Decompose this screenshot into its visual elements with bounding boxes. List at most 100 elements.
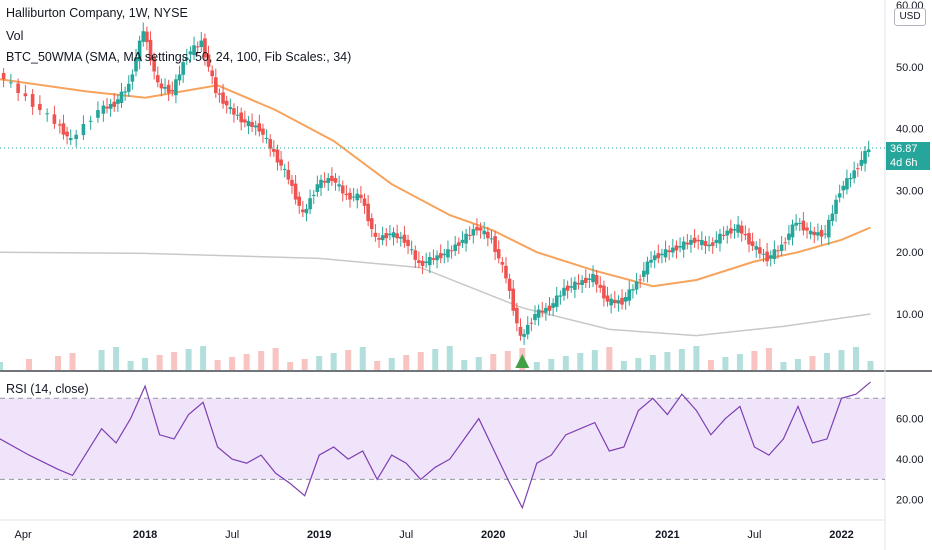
volume-bar xyxy=(316,356,323,370)
candle-body xyxy=(279,159,283,166)
candle-body xyxy=(261,128,265,135)
currency-badge[interactable]: USD xyxy=(894,8,926,26)
candle-body xyxy=(845,178,849,190)
candle-body xyxy=(805,227,809,231)
candle-body xyxy=(507,278,512,291)
volume-bar xyxy=(432,349,439,370)
candle-body xyxy=(1,72,6,80)
candle-body xyxy=(522,334,526,337)
volume-bar xyxy=(26,359,33,370)
candle-body xyxy=(96,110,100,118)
time-tick-label: Jul xyxy=(573,529,587,541)
candle-body xyxy=(533,314,537,321)
candle-body xyxy=(743,233,748,236)
volume-bar xyxy=(417,352,424,370)
candle-body xyxy=(631,289,635,291)
volume-bar xyxy=(200,346,207,370)
time-tick-label: Jul xyxy=(225,529,239,541)
candle-body xyxy=(645,261,650,275)
candle-body xyxy=(246,120,251,127)
candle-body xyxy=(453,244,457,251)
candle-body xyxy=(616,300,621,304)
candle-body xyxy=(721,234,726,236)
candle-body xyxy=(837,193,842,198)
candle-body xyxy=(224,100,229,106)
candle-body xyxy=(464,233,468,244)
candle-body xyxy=(525,324,530,335)
volume-bar xyxy=(475,357,482,370)
time-tick-label: 2019 xyxy=(307,529,331,541)
candle-body xyxy=(52,114,57,124)
candle-body xyxy=(351,196,356,198)
candle-body xyxy=(435,255,439,261)
candle-body xyxy=(605,295,610,302)
candle-body xyxy=(369,218,374,230)
candle-body xyxy=(268,139,273,149)
candle-body xyxy=(232,108,236,115)
candle-body xyxy=(515,307,519,324)
candle-body xyxy=(293,183,298,200)
candle-body xyxy=(511,288,516,311)
time-tick-label: Jul xyxy=(747,529,761,541)
candle-body xyxy=(634,281,639,290)
candle-body xyxy=(253,125,258,128)
candle-body xyxy=(554,295,559,307)
candle-body xyxy=(398,236,403,239)
volume-bar xyxy=(693,346,700,370)
candle-body xyxy=(551,303,555,308)
candle-body xyxy=(286,170,291,180)
candle-body xyxy=(783,242,788,244)
candle-body xyxy=(794,222,798,226)
candle-body xyxy=(206,54,211,67)
candle-body xyxy=(623,297,628,302)
rsi-legend: RSI (14, close) xyxy=(6,382,89,396)
candle-body xyxy=(395,233,399,239)
candle-body xyxy=(562,287,566,296)
candle-body xyxy=(486,231,490,239)
candle-body xyxy=(431,258,436,260)
candle-body xyxy=(714,239,719,243)
candle-body xyxy=(217,93,222,95)
time-tick-label: 2018 xyxy=(133,529,157,541)
candle-body xyxy=(478,227,483,231)
volume-bar xyxy=(562,356,569,370)
volume-bar xyxy=(577,353,584,370)
candle-body xyxy=(420,260,425,266)
candle-body xyxy=(493,236,497,253)
candle-body xyxy=(819,229,824,237)
candle-body xyxy=(598,284,603,288)
candle-body xyxy=(391,232,396,238)
volume-bar xyxy=(258,351,265,370)
candle-body xyxy=(547,305,552,311)
volume-bar xyxy=(229,357,236,370)
candle-body xyxy=(656,253,661,259)
candle-body xyxy=(544,307,548,313)
volume-bar xyxy=(533,362,540,370)
candle-body xyxy=(45,113,49,115)
rsi-band xyxy=(0,398,885,480)
candle-body xyxy=(859,159,864,166)
candle-body xyxy=(362,198,367,206)
candle-body xyxy=(119,91,124,103)
volume-bar xyxy=(156,355,163,370)
candle-body xyxy=(250,122,254,127)
volume-bar xyxy=(765,348,772,370)
price-tick-label: 20.00 xyxy=(896,247,924,259)
symbol-title: Halliburton Company, 1W, NYSE xyxy=(6,6,188,20)
rsi-tick-label: 40.00 xyxy=(896,454,924,466)
volume-bar xyxy=(98,350,105,370)
candle-body xyxy=(591,273,595,283)
candle-body xyxy=(30,93,35,107)
volume-bar xyxy=(359,347,366,370)
candle-body xyxy=(319,179,323,188)
candle-body xyxy=(674,245,679,251)
candle-body xyxy=(145,31,149,43)
time-tick-label: Jul xyxy=(399,529,413,541)
candle-body xyxy=(457,242,461,246)
volume-bar xyxy=(838,350,845,370)
candle-body xyxy=(123,91,127,93)
candle-body xyxy=(359,194,363,199)
candle-body xyxy=(311,194,316,196)
candle-body xyxy=(801,220,806,231)
